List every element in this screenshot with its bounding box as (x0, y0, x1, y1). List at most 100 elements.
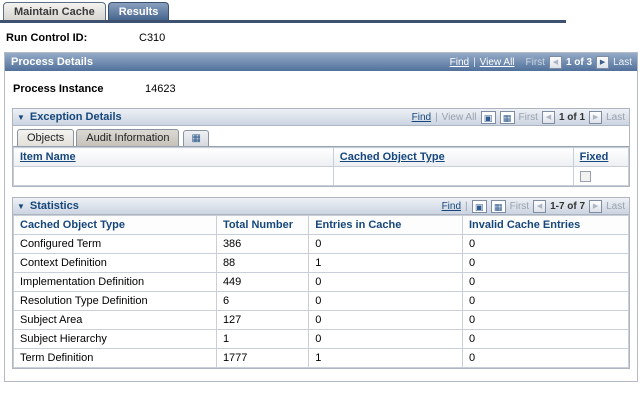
nav-separator: | (473, 56, 476, 68)
column-header-total-number: Total Number (215, 215, 310, 235)
exception-details-section: ▼ Exception Details Find | View All ▣ ▦ … (12, 108, 630, 187)
entries-in-cache-cell: 0 (308, 291, 463, 311)
statistics-table-body: Configured Term 386 0 0 Context Definiti… (13, 234, 630, 368)
tab-maintain-cache[interactable]: Maintain Cache (3, 2, 106, 20)
fixed-cell (572, 166, 630, 186)
cached-object-type-cell: Resolution Type Definition (13, 291, 217, 311)
popup-window-icon[interactable]: ▣ (480, 110, 496, 124)
next-page-icon[interactable]: ▶ (589, 110, 603, 124)
table-row: Resolution Type Definition 6 0 0 (13, 291, 630, 311)
entries-in-cache-cell: 1 (308, 348, 463, 368)
prev-page-icon[interactable]: ◀ (533, 199, 547, 213)
table-row (13, 166, 630, 186)
run-control-row: Run Control ID: C310 (6, 32, 642, 44)
cached-object-type-cell (332, 166, 574, 186)
statistics-header: ▼ Statistics Find | ▣ ▦ First ◀ 1-7 of 7… (13, 198, 629, 215)
fixed-checkbox[interactable] (579, 170, 591, 182)
invalid-cache-entries-cell: 0 (461, 234, 630, 254)
subtab-audit-information[interactable]: Audit Information (76, 129, 180, 146)
nav-separator: | (465, 200, 468, 212)
tab-underline (0, 20, 566, 23)
exception-details-title-text: Exception Details (29, 111, 122, 123)
column-header-cached-object-type: Cached Object Type (13, 215, 217, 235)
show-all-columns-icon[interactable]: ▦ (183, 130, 209, 146)
entries-in-cache-cell: 0 (308, 234, 463, 254)
exception-details-grid: Item Name Cached Object Type Fixed (13, 147, 630, 186)
nav-separator: | (435, 111, 438, 123)
invalid-cache-entries-cell: 0 (461, 329, 630, 349)
total-number-cell: 127 (215, 310, 310, 330)
process-instance-value: 14623 (145, 83, 176, 95)
statistics-page-indicator: 1-7 of 7 (550, 200, 586, 212)
column-header-invalid-cache-entries: Invalid Cache Entries (461, 215, 630, 235)
exception-details-title: ▼ Exception Details (17, 111, 122, 123)
process-details-body: Process Instance 14623 ▼ Exception Detai… (5, 71, 637, 381)
next-page-icon[interactable]: ▶ (589, 199, 603, 213)
entries-in-cache-cell: 0 (308, 272, 463, 292)
item-name-cell (13, 166, 334, 186)
download-grid-icon[interactable]: ▦ (490, 199, 506, 213)
process-details-title: Process Details (11, 56, 93, 68)
table-row: Subject Hierarchy 1 0 0 (13, 329, 630, 349)
total-number-cell: 449 (215, 272, 310, 292)
process-details-page-indicator: 1 of 3 (565, 56, 593, 68)
process-details-last-link[interactable]: Last (613, 56, 632, 68)
collapse-triangle-icon[interactable]: ▼ (17, 112, 25, 122)
process-details-nav: Find | View All First ◀ 1 of 3 ▶ Last (449, 55, 632, 69)
table-row: Implementation Definition 449 0 0 (13, 272, 630, 292)
total-number-cell: 386 (215, 234, 310, 254)
statistics-section: ▼ Statistics Find | ▣ ▦ First ◀ 1-7 of 7… (12, 197, 630, 369)
exception-details-find-link[interactable]: Find (411, 111, 432, 123)
popup-window-icon[interactable]: ▣ (471, 199, 487, 213)
statistics-first-link[interactable]: First (509, 200, 530, 212)
exception-details-page-indicator: 1 of 1 (558, 111, 586, 123)
process-instance-label: Process Instance (13, 83, 104, 95)
exception-grid-header-row: Item Name Cached Object Type Fixed (13, 147, 630, 167)
statistics-grid-header-row: Cached Object Type Total Number Entries … (13, 215, 630, 235)
invalid-cache-entries-cell: 0 (461, 310, 630, 330)
subtab-objects[interactable]: Objects (17, 129, 75, 146)
exception-details-subtabs: Objects Audit Information ▦ (13, 126, 629, 147)
invalid-cache-entries-cell: 0 (461, 272, 630, 292)
table-row: Configured Term 386 0 0 (13, 234, 630, 254)
page-tabs: Maintain Cache Results (0, 0, 642, 20)
download-grid-icon[interactable]: ▦ (499, 110, 515, 124)
exception-details-last-link[interactable]: Last (606, 111, 625, 123)
statistics-grid: Cached Object Type Total Number Entries … (13, 215, 630, 368)
table-row: Context Definition 88 1 0 (13, 253, 630, 273)
table-row: Term Definition 1777 1 0 (13, 348, 630, 368)
total-number-cell: 1 (215, 329, 310, 349)
prev-page-icon[interactable]: ◀ (541, 110, 555, 124)
cached-object-type-cell: Subject Area (13, 310, 217, 330)
column-header-cached-object-type[interactable]: Cached Object Type (339, 151, 445, 163)
column-header-item-name[interactable]: Item Name (20, 151, 76, 163)
statistics-find-link[interactable]: Find (441, 200, 462, 212)
entries-in-cache-cell: 0 (308, 329, 463, 349)
process-details-view-all-link[interactable]: View All (479, 56, 515, 68)
process-details-groupbox: Process Details Find | View All First ◀ … (4, 52, 638, 382)
next-page-icon[interactable]: ▶ (596, 55, 610, 69)
total-number-cell: 1777 (215, 348, 310, 368)
process-details-first-link[interactable]: First (525, 56, 545, 68)
entries-in-cache-cell: 1 (308, 253, 463, 273)
invalid-cache-entries-cell: 0 (461, 291, 630, 311)
column-header-entries-in-cache: Entries in Cache (308, 215, 463, 235)
page: Maintain Cache Results Run Control ID: C… (0, 0, 642, 382)
column-header-fixed[interactable]: Fixed (579, 151, 609, 163)
process-instance-row: Process Instance 14623 (12, 71, 630, 108)
statistics-title: ▼ Statistics (17, 200, 79, 212)
process-details-find-link[interactable]: Find (449, 56, 470, 68)
tab-results[interactable]: Results (107, 2, 170, 20)
process-details-header: Process Details Find | View All First ◀ … (5, 53, 637, 71)
exception-details-view-all-link[interactable]: View All (441, 111, 477, 123)
collapse-triangle-icon[interactable]: ▼ (17, 201, 25, 211)
statistics-last-link[interactable]: Last (606, 200, 625, 212)
prev-page-icon[interactable]: ◀ (548, 55, 562, 69)
cached-object-type-cell: Context Definition (13, 253, 217, 273)
exception-details-first-link[interactable]: First (518, 111, 538, 123)
invalid-cache-entries-cell: 0 (461, 348, 630, 368)
statistics-title-text: Statistics (29, 200, 79, 212)
invalid-cache-entries-cell: 0 (461, 253, 630, 273)
cached-object-type-cell: Subject Hierarchy (13, 329, 217, 349)
total-number-cell: 6 (215, 291, 310, 311)
